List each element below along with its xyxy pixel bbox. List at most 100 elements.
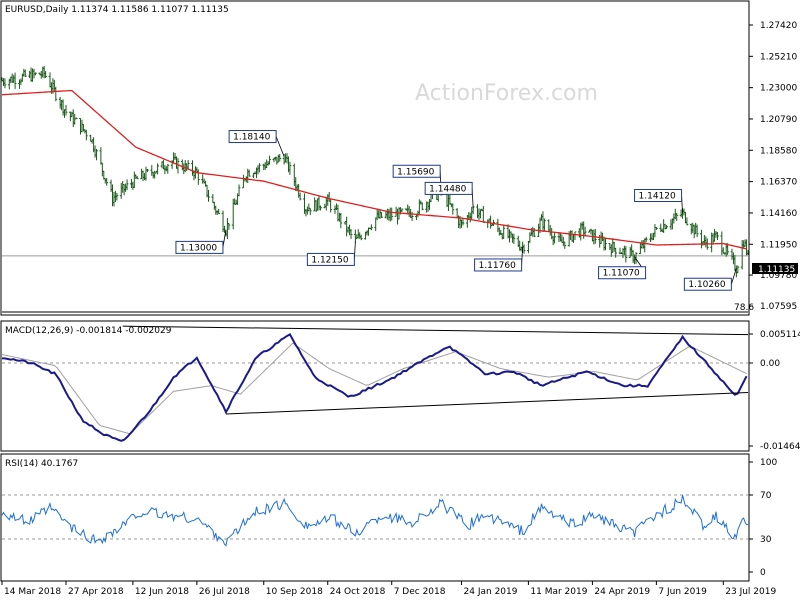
macd-signal-line [1, 342, 747, 435]
candle [227, 222, 231, 230]
macd-y-tick-label: 0.005114 [760, 330, 800, 340]
price-y-tick-label: 1.25210 [760, 52, 797, 62]
candle [74, 117, 78, 120]
candle [644, 236, 648, 243]
x-tick-label: 24 Apr 2019 [594, 587, 650, 597]
candle [237, 184, 241, 197]
candle [359, 234, 363, 241]
candle [654, 226, 658, 230]
candle [146, 168, 149, 173]
watermark: ActionForex.com [415, 81, 598, 106]
candle [319, 205, 322, 211]
candle [308, 207, 312, 216]
last-price-box [752, 263, 798, 274]
swing-label: 1.10260 [683, 268, 737, 291]
rsi-y-tick-label: 100 [760, 458, 777, 468]
candle [166, 164, 170, 174]
candle [196, 169, 200, 185]
macd-lower-trendline [225, 391, 749, 415]
rsi-panel [0, 453, 750, 582]
candle [736, 265, 740, 274]
swing-label: 1.13000 [175, 229, 227, 254]
price-panel [0, 0, 750, 316]
x-tick-label: 10 Sep 2018 [266, 587, 323, 597]
candle [339, 212, 343, 229]
candle [685, 217, 689, 226]
rsi-y-tick-label: 70 [760, 491, 772, 501]
rsi-line [1, 495, 749, 547]
macd-panel [0, 320, 750, 452]
candle [329, 199, 333, 213]
swing-label: 1.15690 [392, 164, 442, 192]
candle [156, 163, 159, 175]
candle [695, 224, 699, 238]
rsi-y-tick-label: 30 [760, 535, 772, 545]
candle [115, 192, 119, 201]
price-y-tick-label: 1.11950 [760, 240, 797, 250]
candle [614, 247, 618, 258]
x-tick-label: 7 Dec 2018 [394, 587, 446, 597]
x-tick-label: 24 Oct 2018 [330, 587, 386, 597]
macd-y-tick-label: 0.00 [760, 359, 780, 369]
swing-label-box [306, 252, 355, 266]
price-y-tick-label: 1.16370 [760, 178, 797, 188]
swing-label-text: 1.14120 [639, 192, 676, 202]
candle [268, 155, 271, 165]
swing-label-text: 1.12150 [311, 255, 348, 265]
candle [125, 179, 129, 191]
candle [44, 71, 48, 79]
swing-label-box [634, 189, 683, 203]
candle [634, 252, 638, 264]
price-y-tick-label: 1.18580 [760, 146, 797, 156]
price-y-tick-label: 1.27420 [760, 21, 797, 31]
swing-label-text: 1.11070 [603, 269, 640, 279]
moving-average-line [1, 89, 747, 250]
candle [349, 228, 353, 239]
candle [217, 208, 221, 214]
candle [553, 232, 556, 244]
candle [95, 148, 98, 161]
macd-y-tick-label: -0.014647 [760, 442, 800, 452]
candle [583, 226, 587, 237]
macd-line [1, 333, 748, 442]
candle [502, 225, 506, 239]
swing-label-box [683, 277, 732, 291]
last-price-label: 1.11135 [758, 265, 795, 275]
swing-label: 1.14120 [634, 189, 683, 214]
price-y-tick-label: 1.09780 [760, 271, 797, 281]
candle [176, 158, 180, 174]
x-tick-label: 11 Mar 2019 [530, 587, 587, 597]
swing-label: 1.18140 [228, 130, 285, 157]
rsi-y-tick-label: 0 [760, 568, 766, 578]
candle [512, 233, 516, 244]
swing-label-text: 1.14480 [429, 184, 466, 194]
candle [604, 238, 607, 251]
candle [675, 212, 679, 221]
candle [665, 224, 668, 230]
swing-label: 1.14480 [424, 181, 474, 209]
swing-label-box [228, 130, 277, 144]
candle [257, 163, 261, 173]
swing-label-box [175, 240, 224, 254]
candle [451, 203, 455, 215]
swing-label-box [474, 258, 523, 272]
candle [84, 129, 88, 141]
candle [247, 169, 251, 177]
swing-label-box [424, 181, 473, 195]
swing-label-text: 1.18140 [233, 133, 270, 143]
candle [420, 202, 424, 211]
swing-label: 1.12150 [306, 241, 356, 266]
candle [543, 218, 546, 232]
x-tick-label: 7 Jun 2019 [658, 587, 707, 597]
price-y-tick-label: 1.14160 [760, 209, 797, 219]
candle [716, 232, 719, 241]
swing-label-text: 1.13000 [180, 243, 217, 253]
candle [746, 249, 750, 256]
swing-label: 1.11070 [598, 256, 647, 280]
price-y-tick-label: 1.23000 [760, 84, 797, 94]
candle [522, 244, 526, 254]
swing-label-box [598, 266, 647, 280]
x-tick-label: 23 Jul 2019 [725, 587, 776, 597]
candle [105, 177, 109, 186]
candle [3, 78, 7, 89]
